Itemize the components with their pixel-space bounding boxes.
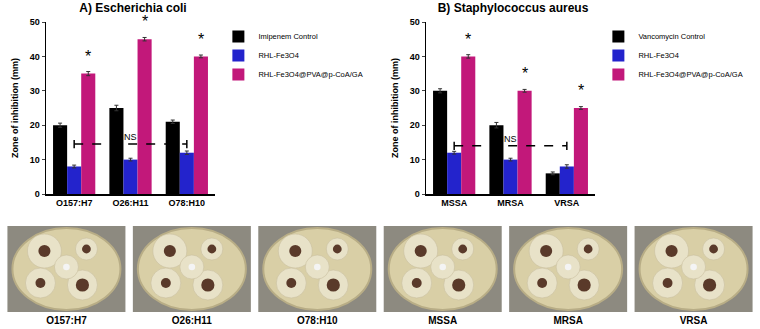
svg-text:40: 40 <box>410 52 420 62</box>
svg-text:30: 30 <box>30 86 40 96</box>
svg-text:MSSA: MSSA <box>428 315 457 326</box>
svg-text:*: * <box>142 13 148 30</box>
svg-text:30: 30 <box>410 86 420 96</box>
svg-text:Vancomycin Control: Vancomycin Control <box>638 32 705 41</box>
svg-text:*: * <box>198 31 204 48</box>
svg-text:*: * <box>465 31 471 48</box>
svg-text:50: 50 <box>30 17 40 27</box>
svg-text:*: * <box>522 65 528 82</box>
svg-text:NS: NS <box>124 132 137 142</box>
svg-text:*: * <box>578 82 584 99</box>
svg-text:Imipenem Control: Imipenem Control <box>258 32 318 41</box>
svg-text:B) Staphylococcus aureus: B) Staphylococcus aureus <box>438 1 589 15</box>
svg-text:RHL-Fe3O4: RHL-Fe3O4 <box>258 51 298 60</box>
svg-text:10: 10 <box>30 155 40 165</box>
svg-text:0: 0 <box>35 189 40 199</box>
svg-text:RHL-Fe3O4@PVA@p-CoA/GA: RHL-Fe3O4@PVA@p-CoA/GA <box>258 70 362 79</box>
svg-text:Zone of inhibition (mm): Zone of inhibition (mm) <box>390 58 400 158</box>
svg-text:VRSA: VRSA <box>554 198 580 208</box>
svg-text:Zone of inhibition (mm): Zone of inhibition (mm) <box>10 58 20 158</box>
svg-text:20: 20 <box>30 120 40 130</box>
svg-text:MRSA: MRSA <box>497 198 524 208</box>
svg-text:O78:H10: O78:H10 <box>169 198 206 208</box>
svg-text:10: 10 <box>410 155 420 165</box>
svg-text:O26:H11: O26:H11 <box>172 315 212 326</box>
svg-text:O157:H7: O157:H7 <box>46 315 87 326</box>
svg-text:RHL-Fe3O4: RHL-Fe3O4 <box>638 51 678 60</box>
svg-text:O26:H11: O26:H11 <box>112 198 148 208</box>
svg-text:40: 40 <box>30 52 40 62</box>
svg-text:A) Escherichia coli: A) Escherichia coli <box>79 1 186 15</box>
svg-text:*: * <box>85 48 91 65</box>
svg-text:MRSA: MRSA <box>553 315 582 326</box>
svg-text:0: 0 <box>415 189 420 199</box>
svg-text:50: 50 <box>410 17 420 27</box>
svg-text:20: 20 <box>410 120 420 130</box>
svg-text:O78:H10: O78:H10 <box>297 315 338 326</box>
svg-text:RHL-Fe3O4@PVA@p-CoA/GA: RHL-Fe3O4@PVA@p-CoA/GA <box>638 70 742 79</box>
svg-text:NS: NS <box>504 134 517 144</box>
svg-text:O157:H7: O157:H7 <box>56 198 93 208</box>
svg-text:VRSA: VRSA <box>680 315 708 326</box>
svg-text:MSSA: MSSA <box>441 198 468 208</box>
